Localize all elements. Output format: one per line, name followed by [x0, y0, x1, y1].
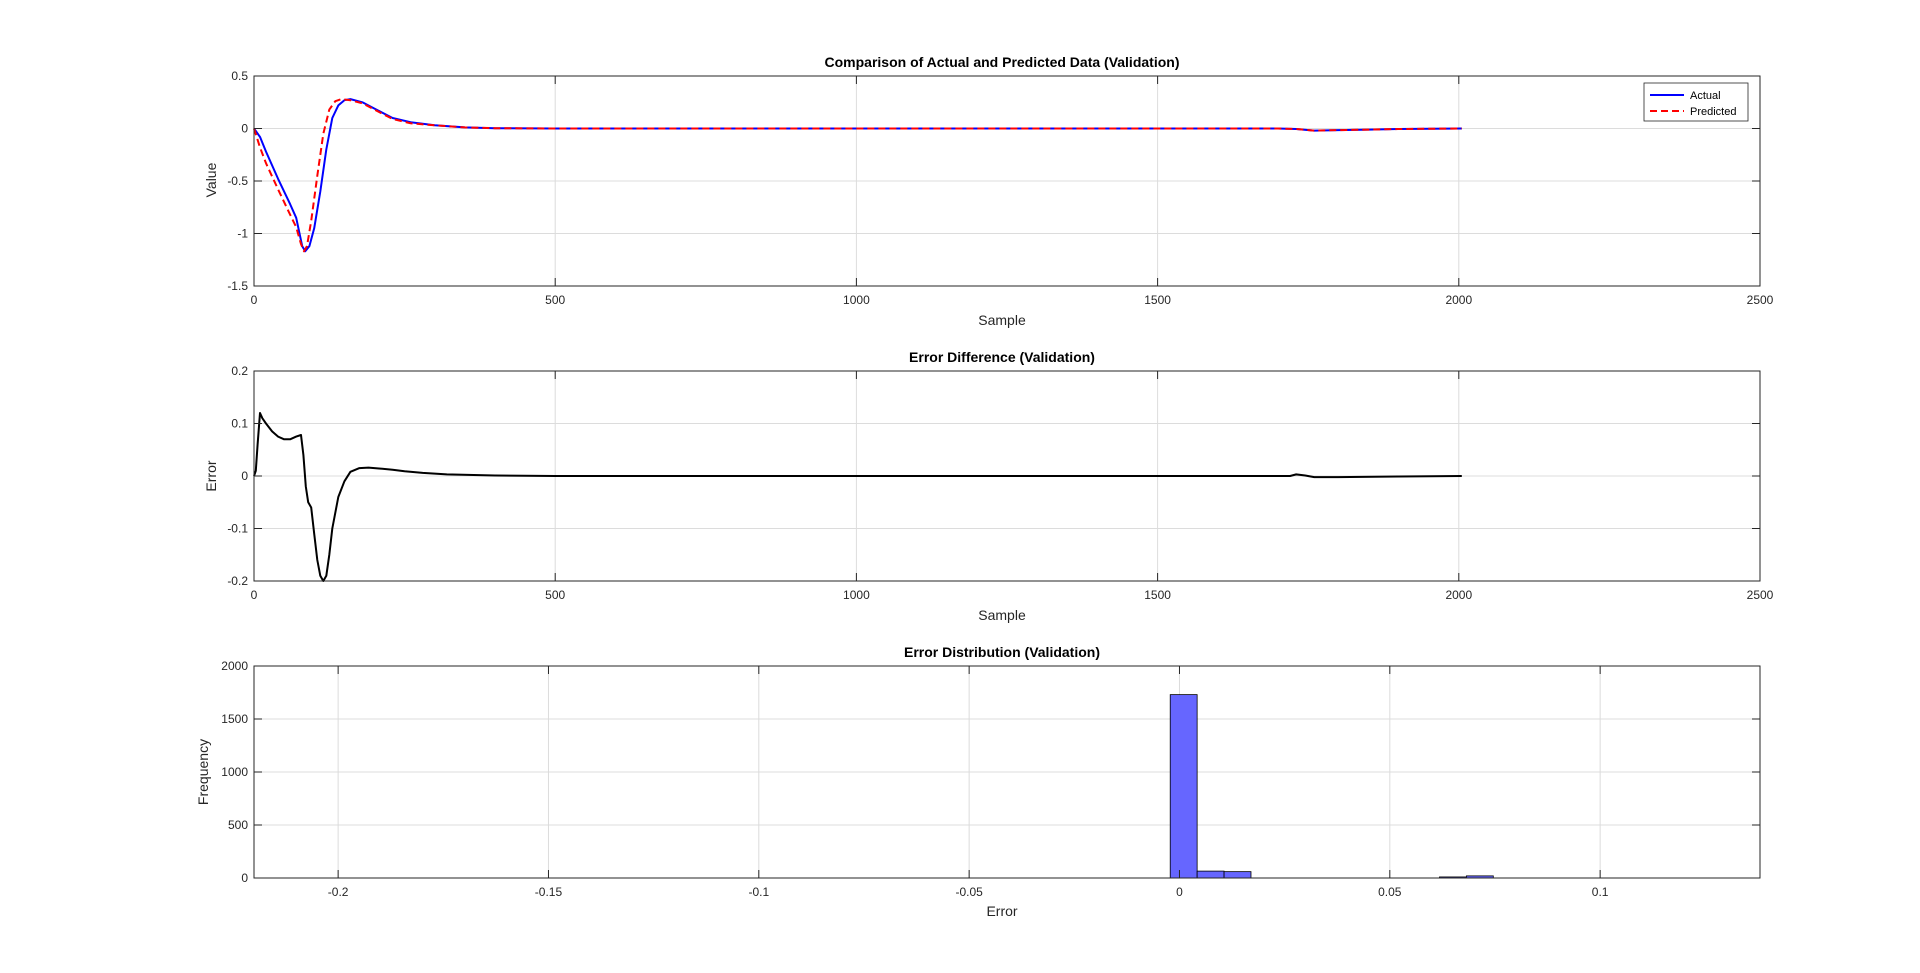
x-tick-label: 1500 — [1144, 293, 1171, 307]
x-tick-label: 0.1 — [1592, 885, 1609, 899]
y-tick-label: 2000 — [221, 659, 248, 673]
error-distribution-xlabel: Error — [986, 903, 1017, 919]
x-tick-label: 2500 — [1747, 588, 1774, 602]
axes-error-difference: Error Difference (Validation) Sample Err… — [203, 349, 1774, 623]
error-distribution-ylabel: Frequency — [195, 739, 211, 805]
y-tick-label: -0.2 — [227, 574, 248, 588]
x-tick-label: 0 — [251, 588, 258, 602]
x-tick-label: 0.05 — [1378, 885, 1402, 899]
x-tick-label: 2000 — [1445, 293, 1472, 307]
comparison-title: Comparison of Actual and Predicted Data … — [825, 54, 1180, 70]
x-tick-label: 1500 — [1144, 588, 1171, 602]
x-tick-label: 2000 — [1445, 588, 1472, 602]
y-tick-label: 0 — [241, 122, 248, 136]
x-tick-label: 500 — [545, 293, 565, 307]
y-tick-label: -0.5 — [227, 174, 248, 188]
y-tick-label: 1500 — [221, 712, 248, 726]
comparison-ylabel: Value — [203, 162, 219, 197]
x-tick-label: 1000 — [843, 293, 870, 307]
legend-actual-label: Actual — [1690, 90, 1721, 102]
y-tick-label: -1 — [237, 227, 248, 241]
x-tick-label: -0.1 — [748, 885, 769, 899]
y-tick-label: 0 — [241, 469, 248, 483]
y-tick-label: -0.1 — [227, 522, 248, 536]
y-tick-label: 0.2 — [231, 364, 248, 378]
y-tick-label: 0.5 — [231, 69, 248, 83]
x-tick-label: 0 — [1176, 885, 1183, 899]
comparison-legend: Actual Predicted — [1643, 82, 1749, 122]
axes-comparison: Comparison of Actual and Predicted Data … — [203, 54, 1774, 328]
y-tick-label: 500 — [228, 818, 248, 832]
y-tick-label: 0 — [241, 871, 248, 885]
y-tick-label: 1000 — [221, 765, 248, 779]
x-tick-label: 500 — [545, 588, 565, 602]
x-tick-label: -0.2 — [328, 885, 349, 899]
error-difference-title: Error Difference (Validation) — [909, 349, 1095, 365]
histogram-bar — [1196, 870, 1225, 879]
legend-box — [1643, 82, 1749, 122]
axes-error-distribution: Error Distribution (Validation) Error Fr… — [195, 644, 1761, 919]
y-tick-label: -1.5 — [227, 279, 248, 293]
x-tick-label: -0.05 — [955, 885, 983, 899]
error-difference-ylabel: Error — [203, 460, 219, 491]
error-line — [253, 412, 1462, 582]
comparison-xlabel: Sample — [978, 312, 1026, 328]
error-distribution-title: Error Distribution (Validation) — [904, 644, 1100, 660]
x-tick-label: 2500 — [1747, 293, 1774, 307]
y-tick-label: 0.1 — [231, 417, 248, 431]
x-tick-label: 0 — [251, 293, 258, 307]
histogram-bar — [1169, 694, 1198, 879]
x-tick-label: -0.15 — [535, 885, 563, 899]
series-predicted-line — [253, 98, 1462, 253]
error-difference-xlabel: Sample — [978, 607, 1026, 623]
legend-predicted-label: Predicted — [1690, 106, 1736, 118]
x-tick-label: 1000 — [843, 588, 870, 602]
histogram-bar — [1223, 871, 1252, 879]
